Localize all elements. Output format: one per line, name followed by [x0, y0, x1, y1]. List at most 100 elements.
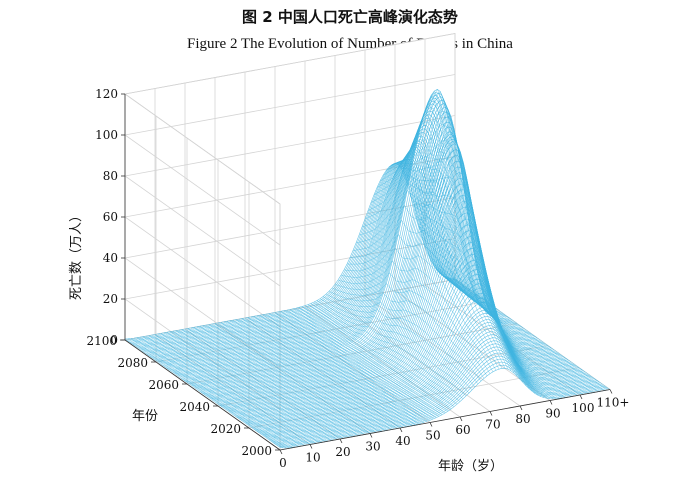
- surface-age-line: [190, 327, 347, 439]
- surface-age-line: [211, 323, 368, 435]
- surface-age-line: [274, 312, 431, 421]
- y-tick-label: 2020: [210, 422, 241, 436]
- surface-age-line: [400, 157, 557, 399]
- surface-age-line: [367, 119, 524, 383]
- surface-age-line: [370, 109, 527, 386]
- z-tick-label: 120: [95, 87, 118, 101]
- surface-age-line: [181, 329, 338, 440]
- surface-age-line: [340, 247, 497, 371]
- surface-age-line: [430, 260, 587, 395]
- surface-age-line: [127, 338, 284, 448]
- surface-age-line: [319, 298, 476, 388]
- surface-age-line: [142, 336, 299, 447]
- surface-age-line: [286, 309, 443, 415]
- surface-age-line: [247, 317, 404, 428]
- surface-age-line: [427, 253, 584, 395]
- surface-age-line: [415, 215, 572, 397]
- x-tick: [339, 438, 343, 444]
- surface-age-line: [193, 327, 350, 438]
- surface-age-line: [295, 307, 452, 410]
- surface-age-line: [313, 301, 470, 394]
- x-tick: [609, 389, 613, 394]
- surface-age-line: [316, 300, 473, 391]
- surface-age-line: [412, 204, 569, 398]
- surface-age-line: [253, 316, 410, 427]
- x-tick: [489, 411, 493, 416]
- axes: 0 10 20 30 40 50 60 70 80 90 100 110+年龄（岁）200020202…: [69, 87, 629, 474]
- surface-age-line: [148, 335, 305, 446]
- x-tick-label: 80: [515, 412, 530, 426]
- surface-age-line: [352, 189, 509, 370]
- surface-age-line: [256, 315, 413, 426]
- surface-age-line: [124, 338, 281, 448]
- surface-age-line: [409, 193, 566, 398]
- axis-panes: [123, 33, 611, 451]
- x-tick: [309, 444, 313, 449]
- z-tick-label: 80: [103, 169, 118, 183]
- x-tick: [579, 394, 583, 400]
- x-tick: [369, 433, 373, 438]
- surface-age-line: [268, 313, 425, 423]
- x-tick: [519, 405, 523, 411]
- y-axis-label: 年份: [132, 409, 158, 424]
- surface-age-line: [403, 174, 560, 399]
- surface-age-line: [310, 303, 467, 397]
- surface-age-line: [235, 319, 392, 430]
- surface-age-line: [424, 245, 581, 396]
- surface-age-line: [394, 124, 551, 399]
- surface-age-line: [223, 321, 380, 432]
- surface-age-line: [307, 304, 464, 399]
- surface-age-line: [238, 318, 395, 430]
- surface-age-line: [241, 318, 398, 429]
- surface-age-line: [388, 99, 545, 398]
- x-tick: [279, 449, 283, 455]
- x-axis-line: [279, 389, 611, 451]
- x-tick: [549, 400, 553, 405]
- surface-age-line: [169, 331, 326, 442]
- surface-age-line: [337, 260, 494, 372]
- surface-age-line: [226, 321, 383, 432]
- z-tick-label: 100: [95, 128, 118, 142]
- surface-age-line: [445, 276, 602, 392]
- surface-age-line: [196, 326, 353, 437]
- y-tick-label: 2040: [179, 400, 210, 414]
- z-tick-label: 20: [103, 292, 118, 306]
- x-tick-label: 70: [485, 418, 500, 432]
- surface-age-line: [283, 310, 440, 417]
- surface-age-line: [361, 145, 518, 377]
- surface-age-line: [454, 278, 611, 390]
- surface-age-line: [229, 320, 386, 431]
- y-tick-label: 2080: [117, 356, 148, 370]
- surface-age-line: [418, 226, 575, 397]
- surface-age-line: [187, 328, 344, 439]
- z-tick-label: 60: [103, 210, 118, 224]
- surface-age-line: [133, 337, 290, 448]
- x-tick: [399, 427, 403, 433]
- surface-age-line: [163, 332, 320, 443]
- surface-age-line: [160, 333, 317, 444]
- surface-age-line: [259, 315, 416, 425]
- surface-age-line: [166, 332, 323, 443]
- x-tick-label: 40: [395, 434, 410, 448]
- z-tick-label: 0: [110, 333, 118, 347]
- surface-age-line: [262, 314, 419, 425]
- surface-age-line: [298, 307, 455, 407]
- surface-age-line: [325, 293, 482, 382]
- surface-age-line: [347, 219, 503, 369]
- x-tick: [459, 416, 463, 422]
- y-tick-label: 2100: [86, 334, 117, 348]
- surface-age-line: [220, 322, 377, 433]
- surface-age-line: [439, 273, 596, 393]
- surface-age-line: [139, 336, 296, 448]
- z-tick-label: 40: [103, 251, 118, 265]
- figure-title-cn: 图 2 中国人口死亡高峰演化态势: [242, 8, 458, 26]
- x-tick-label: 30: [365, 440, 380, 454]
- surface-age-line: [292, 308, 449, 412]
- surface-age-line: [151, 334, 308, 446]
- surface-age-line: [334, 272, 491, 374]
- x-tick-label: 0: [279, 456, 287, 470]
- surface-age-line: [199, 326, 356, 437]
- surface-age-line: [130, 338, 287, 448]
